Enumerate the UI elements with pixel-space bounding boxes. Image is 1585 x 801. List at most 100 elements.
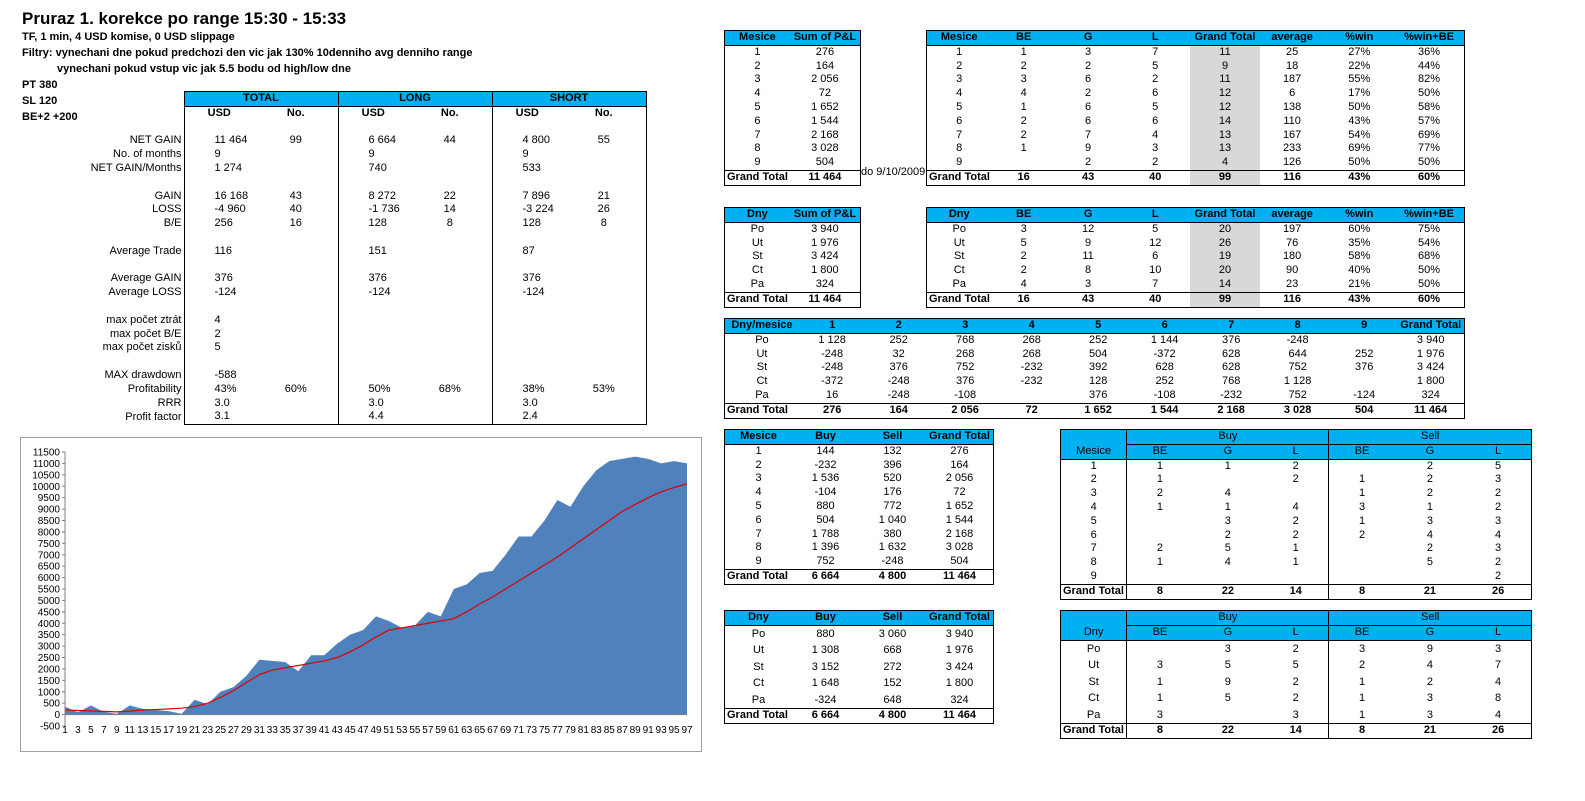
- table-cell: 3: [1426, 708, 1433, 721]
- table-cell: 3: [1495, 514, 1502, 527]
- table-row: Ut -248 32 268 268 504 -372 628 644 252 1 976: [725, 348, 1464, 362]
- grand-total-row: Grand Total 16 43 40 99 116 43% 60%: [927, 169, 1464, 185]
- stats-label: [20, 231, 184, 245]
- stats-value: 8: [562, 217, 647, 231]
- table-cell: 1 800: [945, 677, 974, 690]
- table-cell: 1: [1126, 556, 1193, 570]
- grand-total-cell: 11 464: [789, 291, 860, 307]
- table-cell: Po: [751, 627, 766, 640]
- table-cell: 176: [883, 486, 902, 499]
- stats-value: 151: [337, 244, 408, 259]
- grand-total-row: Grand Total 276 164 2 056 72 1 652 1 544 2 168 3…: [725, 402, 1464, 418]
- table-cell: 1 308: [811, 644, 840, 657]
- stats-value: 3.0: [491, 396, 562, 411]
- table-cell: 60%: [1348, 222, 1371, 235]
- stats-value: [183, 299, 254, 314]
- grand-total-cell: 60%: [1394, 291, 1464, 307]
- table-cell: [1331, 375, 1398, 389]
- stats-value: [254, 314, 338, 328]
- table-row: Po 3 940: [725, 222, 860, 236]
- table-cell: 2: [1152, 156, 1159, 169]
- stats-value: [337, 341, 408, 356]
- table-row: 4 -104 176 72: [725, 486, 993, 500]
- grand-total-cell: 16: [991, 169, 1056, 185]
- table-cell: 504: [816, 513, 835, 526]
- x-tick-label: 31: [254, 725, 266, 736]
- table-cell: 50%: [1418, 277, 1441, 290]
- x-tick-label: 87: [617, 725, 629, 736]
- stats-value: 44: [443, 134, 456, 147]
- stats-value: [254, 245, 338, 259]
- table-cell: 9: [1224, 675, 1231, 688]
- table-cell: -372: [1153, 347, 1176, 360]
- table-cell: 3: [1426, 514, 1433, 527]
- grand-total-cell: 116: [1259, 169, 1325, 185]
- table-cell: 3: [1292, 708, 1299, 721]
- table-cell: 2: [1126, 542, 1193, 557]
- x-tick-label: 7: [101, 725, 107, 736]
- table-cell: 1 976: [1416, 347, 1445, 360]
- column-header: Mesice: [927, 31, 992, 46]
- x-tick-label: 9: [114, 725, 120, 736]
- day-month-table: Dny/mesice 1 2 3 4 5 6 7 8 9 Grand Total Po 1 128 252…: [724, 318, 1465, 419]
- stats-value: 376: [491, 272, 562, 287]
- stats-subhead: USD: [491, 106, 562, 121]
- table-cell: 768: [955, 333, 975, 346]
- y-tick-label: 2500: [38, 653, 61, 664]
- table-cell: 1: [1126, 473, 1193, 488]
- table-cell: [1126, 569, 1193, 585]
- table-cell: 2: [1292, 642, 1299, 655]
- table-cell: -232: [1020, 361, 1043, 374]
- table-cell: 23: [1286, 277, 1299, 290]
- table-row: 4 4 2 6 12 6 17% 50%: [927, 87, 1464, 101]
- stats-value: [254, 410, 338, 426]
- column-header: Buy: [792, 611, 859, 626]
- y-tick-label: 8000: [38, 527, 61, 538]
- stats-row: MAX drawdown -588: [20, 368, 647, 383]
- table-cell: 12: [1190, 87, 1260, 101]
- stats-label: B/E: [163, 217, 182, 230]
- table-cell: 75%: [1418, 222, 1441, 235]
- x-tick-label: 79: [565, 725, 577, 736]
- table-row: St -248 376 752 -232 392 628 628 752 376 3 424: [725, 361, 1464, 375]
- y-tick-label: 7000: [38, 550, 61, 561]
- stats-value: [254, 148, 338, 162]
- grand-total-cell: 40: [1120, 291, 1191, 307]
- stats-value: -588: [183, 368, 254, 383]
- x-tick-label: 15: [150, 725, 162, 736]
- grand-total-cell: Grand Total: [1061, 723, 1127, 738]
- x-tick-label: 3: [75, 725, 81, 736]
- table-cell: 2: [956, 59, 963, 72]
- grand-total-cell: 43: [1055, 169, 1121, 185]
- stats-value: 9: [183, 148, 254, 162]
- table-cell: 3: [1224, 514, 1231, 527]
- table-cell: 2: [1328, 657, 1395, 674]
- day-buysell-counts-table: Buy Sell Dny BE G L BE G L Po 3 2 3 9 3 Ut 3 5 5 2 4 7 St 1 9 2 1 2…: [1060, 610, 1532, 739]
- table-cell: 3 424: [811, 250, 839, 263]
- table-cell: 520: [883, 472, 902, 485]
- grand-total-cell: 2 056: [931, 402, 999, 418]
- table-cell: 3: [1152, 142, 1159, 155]
- table-cell: 1: [1292, 556, 1299, 569]
- stats-value: -124: [337, 286, 408, 300]
- x-tick-label: 25: [215, 725, 227, 736]
- table-cell: 4: [1495, 528, 1502, 541]
- table-cell: Ut: [751, 236, 763, 249]
- table-cell: 5: [1495, 459, 1502, 472]
- y-tick-label: 1500: [38, 676, 61, 687]
- column-header: Dny: [1061, 625, 1127, 641]
- table-cell: 50%: [1418, 87, 1441, 100]
- stats-value: -124: [183, 286, 254, 300]
- column-header: %win+BE: [1394, 31, 1464, 46]
- stats-value: 21: [562, 189, 647, 204]
- stats-value: [337, 327, 408, 342]
- stats-value: [254, 272, 338, 286]
- table-cell: 1 800: [811, 264, 839, 277]
- table-cell: 2: [1426, 459, 1433, 472]
- y-tick-label: 6500: [38, 562, 61, 573]
- day-stats-table: Dny BE G L Grand Total average %win %win+BE Po 3 1…: [926, 207, 1465, 308]
- column-header: 2: [865, 319, 932, 334]
- column-header: 8: [1264, 319, 1331, 334]
- table-cell: 50%: [1348, 100, 1371, 113]
- stats-group-long: LONG: [337, 91, 493, 107]
